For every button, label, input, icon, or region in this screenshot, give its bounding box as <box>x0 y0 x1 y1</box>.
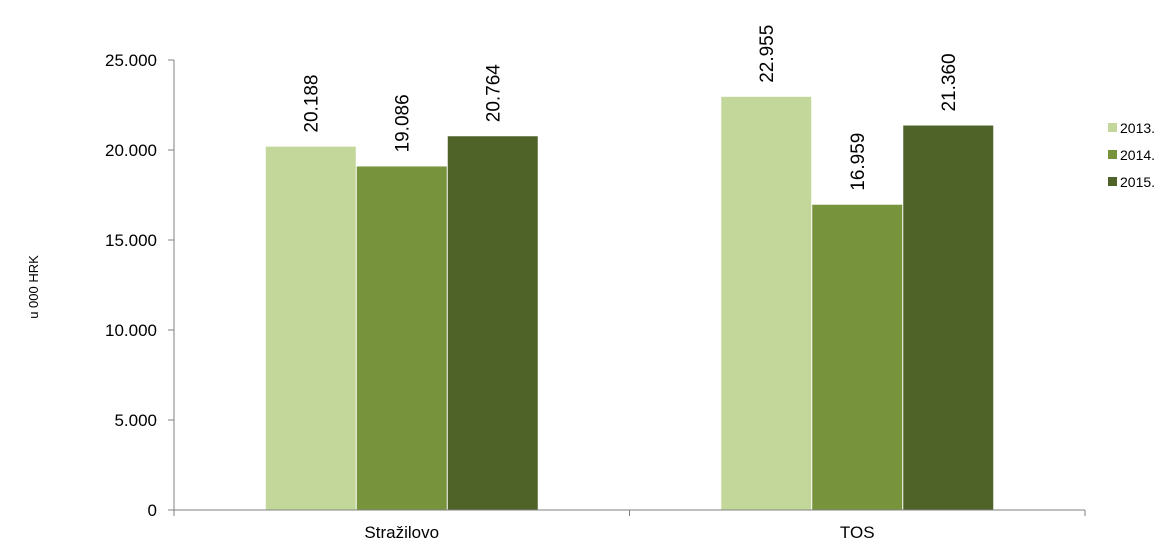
legend-swatch <box>1108 123 1117 132</box>
legend-swatch <box>1108 150 1117 159</box>
x-tick-labels: Stražilovo TOS <box>364 523 874 542</box>
data-label: 20.188 <box>302 74 323 132</box>
legend: 2013. 2014. 2015. <box>1108 120 1155 190</box>
bar <box>721 96 812 510</box>
data-label: 21.360 <box>939 53 960 111</box>
y-tick-label: 10.000 <box>105 321 157 340</box>
x-tick-label: TOS <box>840 523 875 542</box>
y-tick-label: 20.000 <box>105 141 157 160</box>
y-tick-label: 5.000 <box>114 411 157 430</box>
legend-swatch <box>1108 177 1117 186</box>
data-label: 16.959 <box>848 133 869 191</box>
y-tick-labels: 0 5.000 10.000 15.000 20.000 25.000 <box>105 51 157 520</box>
data-labels: 20.188 19.086 20.764 22.955 16.959 21.360 <box>302 25 961 191</box>
data-label: 22.955 <box>757 25 778 83</box>
bar <box>903 125 994 511</box>
bar <box>265 146 356 510</box>
data-label: 20.764 <box>484 64 505 123</box>
x-tick-label: Stražilovo <box>364 523 439 542</box>
legend-label: 2013. <box>1120 120 1155 136</box>
data-label: 19.086 <box>393 94 414 152</box>
bar <box>812 204 903 510</box>
y-tick-label: 25.000 <box>105 51 157 70</box>
y-tick-label: 0 <box>148 501 157 520</box>
y-tick-label: 15.000 <box>105 231 157 250</box>
tick-marks <box>168 59 1086 516</box>
legend-label: 2015. <box>1120 174 1155 190</box>
y-axis-label: u 000 HRK <box>26 255 41 319</box>
bar <box>356 166 447 510</box>
bar <box>447 136 538 511</box>
legend-label: 2014. <box>1120 147 1155 163</box>
bars <box>265 96 994 511</box>
